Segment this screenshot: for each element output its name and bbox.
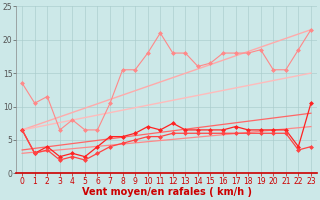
X-axis label: Vent moyen/en rafales ( km/h ): Vent moyen/en rafales ( km/h ) [82, 187, 252, 197]
